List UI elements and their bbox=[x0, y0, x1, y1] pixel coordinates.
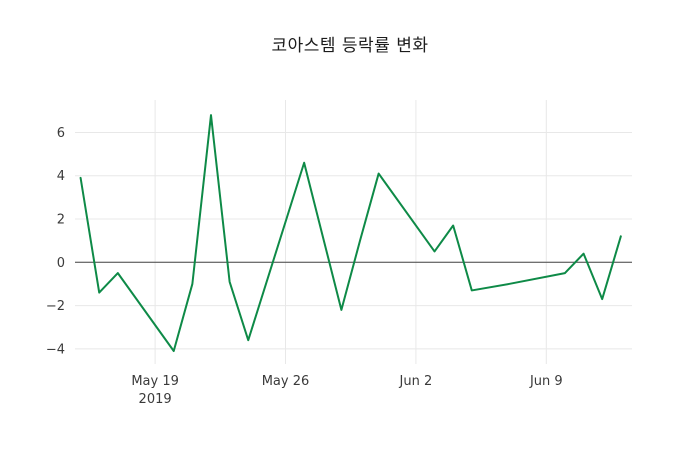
y-tick-label: −4 bbox=[46, 342, 65, 357]
y-tick-label: 0 bbox=[57, 256, 65, 271]
x-tick-sublabel: 2019 bbox=[139, 392, 172, 407]
x-tick-label: Jun 2 bbox=[399, 374, 433, 389]
x-tick-label: May 26 bbox=[262, 374, 310, 389]
x-tick-label: Jun 9 bbox=[529, 374, 563, 389]
y-tick-label: −2 bbox=[46, 299, 65, 314]
y-tick-label: 6 bbox=[57, 126, 65, 141]
series-line bbox=[79, 114, 622, 353]
y-tick-label: 2 bbox=[57, 213, 65, 228]
chart-title: 코아스템 등락률 변화 bbox=[271, 36, 429, 56]
x-tick-label: May 19 bbox=[131, 374, 179, 389]
y-tick-label: 4 bbox=[57, 169, 65, 184]
